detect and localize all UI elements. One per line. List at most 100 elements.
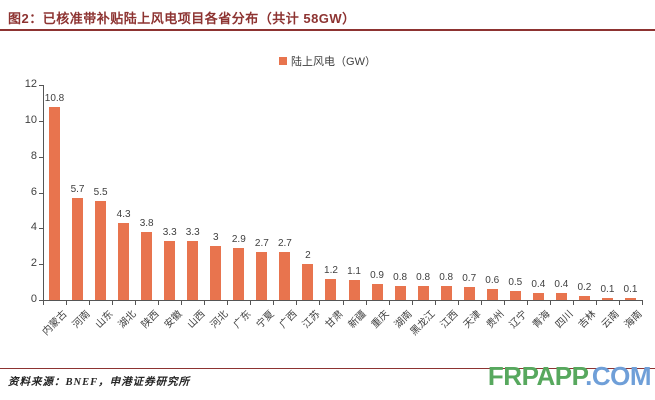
x-axis-tick xyxy=(296,301,298,305)
bar-value-label: 2.9 xyxy=(231,234,246,246)
source-note: 资料来源：BNEF，申港证券研究所 xyxy=(8,377,191,388)
y-axis-tick xyxy=(39,85,43,86)
x-axis-tick xyxy=(89,301,91,305)
y-axis-label: 8 xyxy=(30,149,37,162)
x-axis-label: 云南 xyxy=(600,308,623,331)
bar xyxy=(302,264,314,300)
x-axis-tick xyxy=(526,301,528,305)
y-axis-line xyxy=(43,85,44,300)
x-axis-label: 吉林 xyxy=(577,308,600,331)
bar-value-label: 3.3 xyxy=(185,226,200,238)
bar-value-label: 5.5 xyxy=(93,187,108,199)
x-axis-tick xyxy=(204,301,206,305)
y-axis-tick xyxy=(39,264,43,266)
y-axis-label: 0 xyxy=(30,293,37,305)
x-axis-tick xyxy=(112,301,114,305)
bar xyxy=(394,285,406,300)
bar-value-label: 2.7 xyxy=(254,237,269,249)
y-axis-label: 2 xyxy=(30,257,37,270)
x-axis-tick xyxy=(549,301,551,305)
x-axis-tick xyxy=(572,301,574,305)
bar xyxy=(440,285,452,300)
bar-value-label: 0.6 xyxy=(485,275,500,287)
x-axis-tick xyxy=(642,301,643,305)
x-axis-label: 黑龙江 xyxy=(408,308,438,338)
y-axis-label: 12 xyxy=(24,78,37,90)
bar xyxy=(509,291,521,300)
bar xyxy=(279,251,291,300)
bar xyxy=(532,292,544,300)
bar-value-label: 0.9 xyxy=(370,269,384,281)
x-axis-tick xyxy=(411,301,413,305)
bar xyxy=(348,280,360,300)
x-axis-label: 四川 xyxy=(554,308,576,331)
y-axis-tick xyxy=(39,300,43,301)
bar-value-label: 0.5 xyxy=(508,277,523,289)
x-axis-label: 山西 xyxy=(185,308,208,331)
x-axis-tick xyxy=(595,301,597,305)
x-axis-tick xyxy=(365,301,367,305)
x-axis-tick xyxy=(158,301,160,305)
x-axis-tick xyxy=(227,301,229,305)
bar xyxy=(624,298,636,300)
bar-value-label: 0.7 xyxy=(462,273,477,285)
watermark: FRPAPP.COM xyxy=(488,361,652,392)
x-axis-label: 江西 xyxy=(438,308,461,331)
legend: 陆上风电（GW） xyxy=(0,53,655,69)
x-axis-label: 青海 xyxy=(531,308,553,331)
y-axis-label: 6 xyxy=(30,185,37,198)
x-axis-label: 河北 xyxy=(208,308,231,331)
bar xyxy=(555,292,567,300)
bar-value-label: 3.8 xyxy=(139,217,154,229)
bar xyxy=(256,251,268,300)
x-axis-label: 天津 xyxy=(461,308,484,331)
x-axis-label: 海南 xyxy=(623,308,646,331)
bar-value-label: 2 xyxy=(305,250,311,262)
x-axis-tick xyxy=(503,301,505,305)
x-axis-label: 辽宁 xyxy=(507,308,530,331)
bar xyxy=(95,201,107,300)
x-axis-tick xyxy=(434,301,436,305)
bar xyxy=(141,231,153,300)
x-axis-line xyxy=(43,300,643,301)
bar xyxy=(49,106,61,300)
x-axis-label: 江苏 xyxy=(300,308,323,331)
x-axis-label: 陕西 xyxy=(139,308,162,331)
y-axis-tick xyxy=(39,228,43,230)
bar-value-label: 0.8 xyxy=(393,271,408,283)
x-axis-label: 内蒙古 xyxy=(40,308,70,338)
x-axis-tick xyxy=(618,301,620,305)
footer-divider xyxy=(0,368,655,369)
figure-title: 图2：已核准带补贴陆上风电项目各省分布（共计 58GW） xyxy=(8,11,356,26)
legend-marker-icon xyxy=(279,57,288,65)
bar-value-label: 0.4 xyxy=(531,278,546,290)
bar xyxy=(233,248,245,300)
bar-value-label: 0.1 xyxy=(600,284,615,296)
x-axis-tick xyxy=(273,301,275,305)
bar xyxy=(164,240,176,300)
bar-value-label: 2.7 xyxy=(277,237,292,249)
x-axis-label: 湖北 xyxy=(116,308,139,331)
bar xyxy=(371,283,383,300)
bar-value-label: 0.2 xyxy=(577,282,592,294)
x-axis-tick xyxy=(43,301,44,305)
bar xyxy=(325,278,337,300)
bar xyxy=(463,287,475,300)
x-axis-tick xyxy=(480,301,482,305)
bar-value-label: 1.1 xyxy=(347,266,361,278)
x-axis-tick xyxy=(457,301,459,305)
bar-value-label: 3 xyxy=(213,232,219,244)
bar xyxy=(417,285,429,300)
x-axis-label: 宁夏 xyxy=(254,308,277,331)
x-axis-tick xyxy=(319,301,321,305)
bar xyxy=(486,289,498,300)
x-axis-label: 甘肃 xyxy=(323,308,346,331)
bar xyxy=(601,298,613,300)
x-axis-label: 贵州 xyxy=(484,308,507,331)
bar xyxy=(187,240,199,300)
x-axis-tick xyxy=(181,301,183,305)
x-axis-label: 新疆 xyxy=(346,308,369,331)
bar xyxy=(210,246,222,300)
bar-value-label: 0.4 xyxy=(554,278,569,290)
